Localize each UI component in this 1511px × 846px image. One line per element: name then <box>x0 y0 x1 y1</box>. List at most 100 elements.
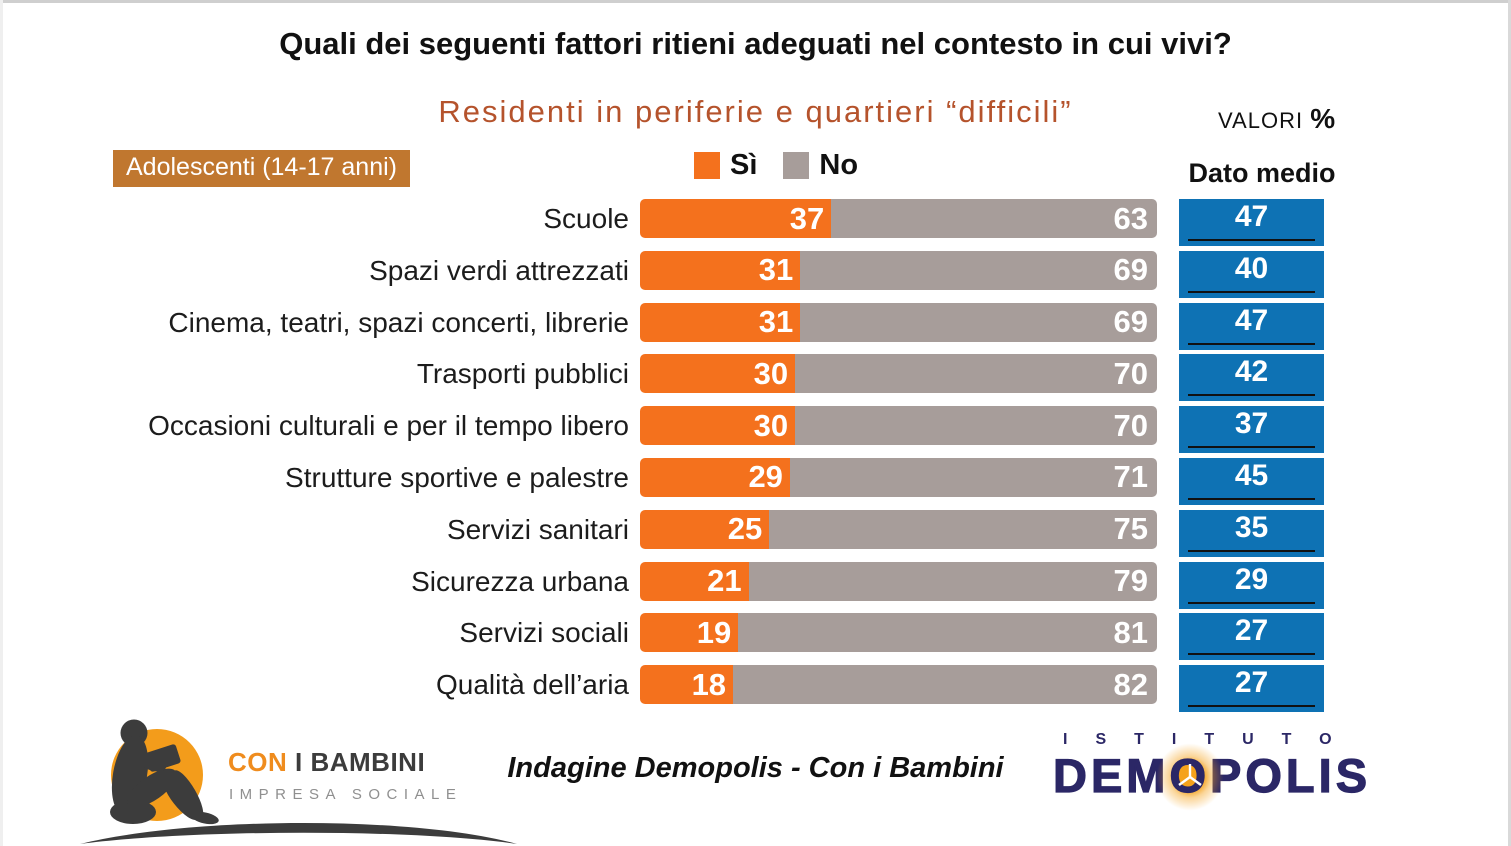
no-value: 75 <box>1113 511 1148 547</box>
dato-medio-value: 47 <box>1234 303 1269 337</box>
row-label: Servizi sociali <box>459 617 629 649</box>
bar-track: 31 69 <box>640 302 1157 342</box>
bar-si: 30 <box>640 354 796 394</box>
valori-percent-label: VALORI % <box>1218 103 1335 135</box>
dato-medio-cell: 27 <box>1179 613 1324 661</box>
bar-si: 18 <box>640 665 734 705</box>
dato-medio-cell: 29 <box>1179 561 1324 609</box>
bar-no: 81 <box>738 613 1157 653</box>
no-value: 69 <box>1113 252 1148 288</box>
si-value: 19 <box>696 614 732 650</box>
row-label: Scuole <box>543 203 629 234</box>
dato-medio-cell: 42 <box>1179 354 1324 402</box>
window-left-border <box>0 0 3 846</box>
chart-row: Occasioni culturali e per il tempo liber… <box>0 406 1324 454</box>
demopolis-polis: POLIS <box>1209 749 1372 802</box>
chart-subtitle: Residenti in periferie e quartieri “diff… <box>438 94 1073 129</box>
chart-row: Trasporti pubblici 30 70 42 <box>0 354 1324 402</box>
si-value: 30 <box>753 407 789 443</box>
si-value: 18 <box>691 666 727 702</box>
chart-row: Qualità dell’aria 18 82 27 <box>0 665 1324 713</box>
demopolis-wordmark: DEM O POLIS <box>1052 741 1372 812</box>
no-value: 70 <box>1113 407 1148 443</box>
chart-row: Scuole 37 63 47 <box>0 199 1324 246</box>
si-value: 30 <box>753 355 789 391</box>
bar-no: 75 <box>769 509 1157 549</box>
dato-medio-underline <box>1188 601 1315 604</box>
dato-medio-underline <box>1188 549 1315 552</box>
demopolis-o-icon: O <box>1154 741 1225 812</box>
demopolis-logo: ISTITUTO DEM O POLIS <box>1052 731 1372 812</box>
dato-medio-value: 42 <box>1234 355 1269 389</box>
dato-medio-cell: 27 <box>1179 665 1324 713</box>
legend-si-label: Sì <box>730 149 758 181</box>
bar-track: 30 70 <box>640 406 1157 446</box>
si-value: 31 <box>758 252 794 288</box>
bar-no: 82 <box>733 665 1157 705</box>
dato-medio-cell: 47 <box>1179 199 1324 246</box>
bar-track: 19 81 <box>640 613 1157 653</box>
dato-medio-underline <box>1188 239 1315 241</box>
row-label: Strutture sportive e palestre <box>285 461 629 493</box>
demopolis-o-spokes-icon <box>1178 763 1202 786</box>
bar-track: 18 82 <box>640 665 1157 705</box>
row-label: Servizi sanitari <box>446 513 629 545</box>
dato-medio-value: 27 <box>1234 614 1269 648</box>
dato-medio-underline <box>1188 705 1315 708</box>
valori-text: VALORI <box>1218 108 1304 133</box>
window-top-border <box>0 0 1511 3</box>
chart-row: Strutture sportive e palestre 29 71 45 <box>0 457 1324 505</box>
chart-row: Spazi verdi attrezzati 31 69 40 <box>0 250 1324 298</box>
dato-medio-value: 29 <box>1234 562 1269 596</box>
chart-row: Cinema, teatri, spazi concerti, librerie… <box>0 302 1324 350</box>
window-right-border <box>1508 0 1511 846</box>
bar-si: 25 <box>640 509 770 549</box>
bar-no: 69 <box>800 250 1157 290</box>
no-value: 71 <box>1113 459 1148 495</box>
si-value: 29 <box>748 459 783 495</box>
con-i-bambini-wordmark: CON I BAMBINI <box>228 747 425 778</box>
chart-legend: Sì No <box>694 149 858 182</box>
dato-medio-cell: 47 <box>1179 302 1324 350</box>
percent-sign: % <box>1310 103 1336 134</box>
dato-medio-underline <box>1188 446 1315 449</box>
bar-track: 29 71 <box>640 457 1157 497</box>
demopolis-dem: DEM <box>1052 749 1170 802</box>
bar-track: 37 63 <box>640 199 1157 238</box>
dato-medio-value: 35 <box>1234 510 1269 544</box>
bar-no: 79 <box>748 561 1157 601</box>
dato-medio-underline <box>1188 342 1315 345</box>
no-value: 79 <box>1113 563 1148 599</box>
bar-no: 70 <box>795 406 1157 446</box>
dato-medio-value: 47 <box>1234 200 1269 233</box>
bar-no: 63 <box>831 199 1157 238</box>
source-caption: Indagine Demopolis - Con i Bambini <box>507 752 1004 784</box>
row-label: Sicurezza urbana <box>411 565 629 597</box>
dato-medio-cell: 37 <box>1179 406 1324 454</box>
legend-no-label: No <box>819 149 859 181</box>
page-title: Quali dei seguenti fattori ritieni adegu… <box>279 26 1232 61</box>
dato-medio-underline <box>1188 497 1315 500</box>
bar-si: 30 <box>640 406 796 446</box>
dato-medio-cell: 35 <box>1179 509 1324 557</box>
row-label: Occasioni culturali e per il tempo liber… <box>148 410 629 442</box>
si-value: 21 <box>707 563 742 599</box>
row-label: Trasporti pubblici <box>416 358 629 390</box>
no-value: 81 <box>1113 614 1148 650</box>
bar-no: 71 <box>789 457 1157 497</box>
si-value: 31 <box>758 304 794 340</box>
dato-medio-underline <box>1188 394 1315 397</box>
no-value: 70 <box>1113 355 1148 391</box>
dato-medio-underline <box>1188 653 1315 656</box>
chart-row: Servizi sanitari 25 75 35 <box>0 509 1324 557</box>
si-value: 37 <box>789 200 825 236</box>
bar-si: 21 <box>640 561 749 601</box>
cib-tagline: IMPRESA SOCIALE <box>229 786 463 803</box>
dato-medio-value: 40 <box>1234 251 1269 285</box>
bar-track: 31 69 <box>640 250 1157 290</box>
legend-si-swatch <box>694 152 720 179</box>
con-i-bambini-logo-icon <box>80 719 517 844</box>
dato-medio-value: 45 <box>1234 458 1269 492</box>
dato-medio-header: Dato medio <box>1188 158 1336 188</box>
